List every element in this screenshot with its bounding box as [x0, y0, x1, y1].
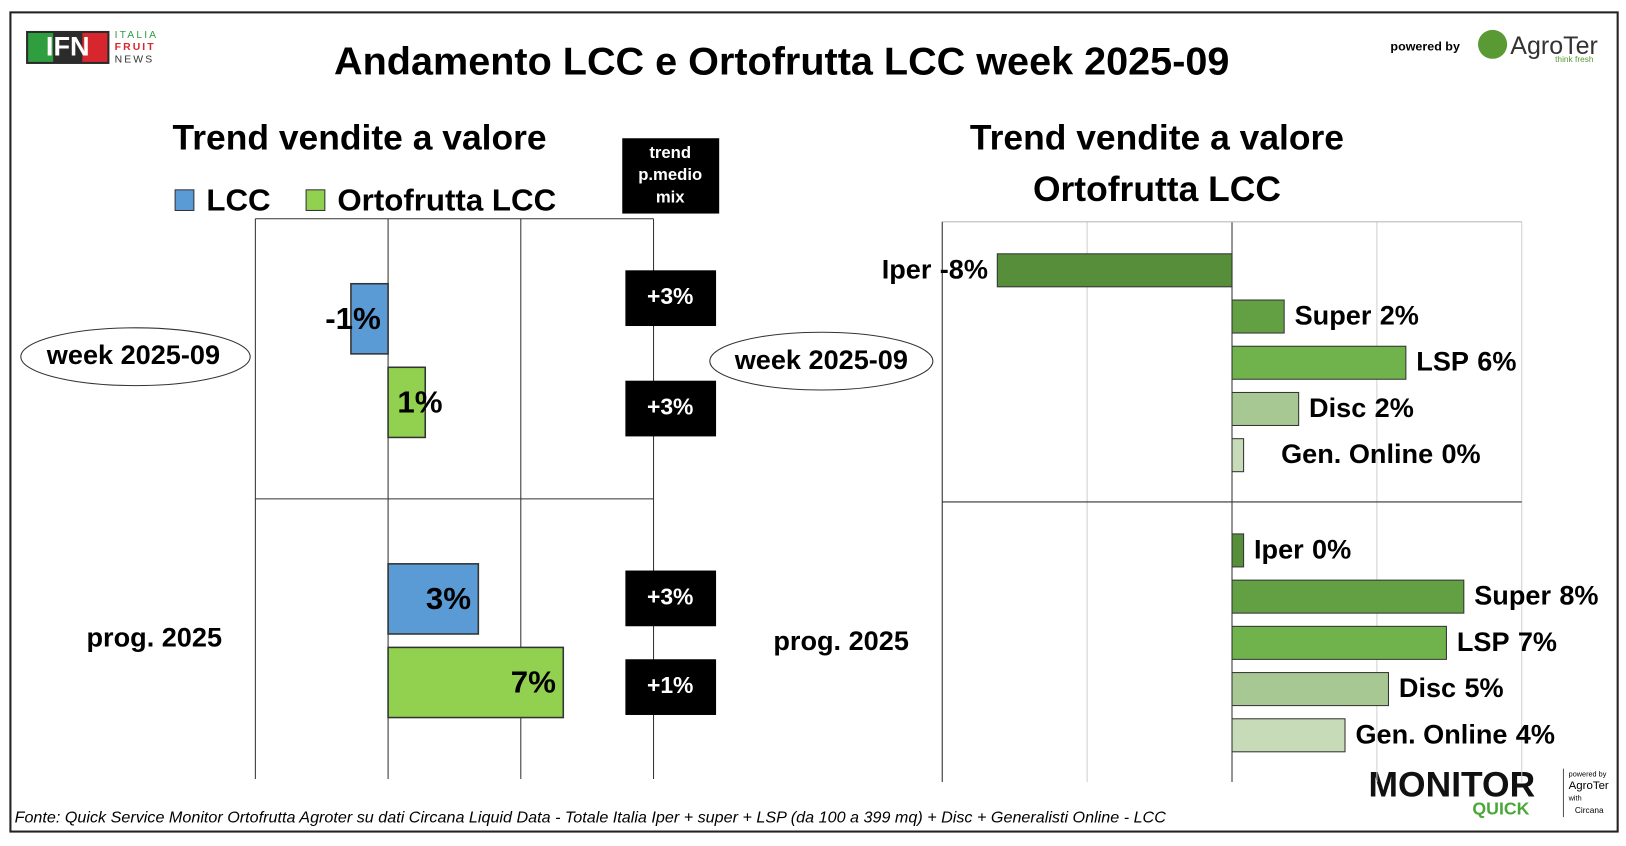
value-label: 5%	[1464, 673, 1503, 703]
bar	[1231, 579, 1465, 614]
logo-with: with	[1568, 793, 1582, 802]
trend-header: trend	[649, 143, 691, 162]
logo-name: MONITOR	[1369, 766, 1536, 805]
category-label: Gen. Online	[1281, 439, 1433, 469]
value-label: 4%	[1516, 720, 1555, 750]
trend-box	[625, 570, 717, 627]
logo-green	[28, 33, 54, 62]
bar	[1231, 345, 1407, 380]
trend-box	[625, 380, 717, 437]
frame	[9, 11, 1619, 833]
chart-title: Trend vendite a valore	[970, 119, 1344, 158]
bar-label: Disc 5%	[1399, 673, 1504, 703]
category-label: prog. 2025	[87, 623, 223, 653]
bar-label: Super 8%	[1474, 581, 1598, 611]
group-label: prog. 2025	[773, 626, 909, 656]
trend-box	[625, 659, 717, 715]
trend-header-box	[622, 138, 720, 214]
logo-icon	[1477, 29, 1508, 59]
ifn-logo: IFN ITALIA FRUIT NEWS	[26, 30, 159, 66]
bar	[1231, 718, 1346, 753]
bar	[1231, 672, 1390, 707]
trend-label: +3%	[647, 394, 694, 420]
category-label: Super	[1474, 581, 1551, 611]
category-label: Disc	[1399, 673, 1456, 703]
bar-label: Disc 2%	[1309, 393, 1414, 423]
powered-by: powered by	[1390, 40, 1460, 54]
logo-name: IFN	[46, 32, 90, 62]
value-label: 8%	[1559, 581, 1598, 611]
value-label: -1%	[325, 301, 381, 336]
bar-label: Iper 0%	[1254, 535, 1351, 565]
bar	[387, 366, 427, 439]
main-title: Andamento LCC e Ortofrutta LCC week 2025…	[334, 39, 1229, 83]
legend-swatch	[174, 189, 195, 211]
trend-label: +3%	[647, 283, 694, 309]
bar-label: Gen. Online 4%	[1355, 720, 1555, 750]
logo-brand: AgroTer	[1569, 780, 1609, 792]
legend-swatch	[305, 189, 326, 211]
trend-header: mix	[656, 188, 685, 207]
category-label: week 2025-09	[46, 340, 220, 370]
agroter-logo: powered by AgroTer think fresh	[1390, 29, 1598, 64]
trend-label: +1%	[647, 672, 694, 698]
logo-sub: QUICK	[1472, 799, 1529, 819]
value-label: 1%	[397, 385, 442, 420]
bar	[1231, 533, 1245, 568]
trend-header: p.medio	[638, 165, 702, 184]
bar	[387, 646, 565, 719]
value-label: 6%	[1477, 347, 1516, 377]
logo-red	[82, 33, 108, 62]
bar	[1231, 438, 1245, 473]
logo-powered: powered by	[1569, 770, 1607, 779]
bar	[1231, 391, 1300, 426]
category-label: Super	[1295, 301, 1372, 331]
category-oval	[709, 331, 934, 391]
logo-line: FRUIT	[115, 42, 156, 53]
value-label: -8%	[940, 255, 988, 285]
logo-name: AgroTer	[1510, 32, 1598, 60]
value-label: 7%	[511, 665, 556, 700]
group-label: week 2025-09	[734, 345, 908, 375]
bar	[996, 253, 1233, 288]
category-label: LSP	[1457, 627, 1510, 657]
value-label: 3%	[426, 581, 471, 616]
category-label: LSP	[1416, 347, 1469, 377]
chart-title: Ortofrutta LCC	[1033, 170, 1281, 209]
chart-title: Trend vendite a valore	[173, 119, 547, 158]
logo-line: ITALIA	[115, 30, 159, 41]
monitor-logo: MONITOR QUICK powered by AgroTer with Ci…	[1369, 766, 1609, 819]
value-label: 0%	[1312, 535, 1351, 565]
logo-line: NEWS	[115, 55, 155, 66]
legend-label: LCC	[206, 183, 270, 218]
category-label: Gen. Online	[1355, 720, 1507, 750]
trend-label: +3%	[647, 583, 694, 609]
logo-partner: Circana	[1575, 805, 1604, 815]
value-label: 0%	[1441, 439, 1480, 469]
category-oval	[20, 327, 251, 387]
bar	[387, 563, 480, 635]
source-note: Fonte: Quick Service Monitor Ortofrutta …	[15, 808, 1167, 826]
bar-label: Gen. Online 0%	[1281, 439, 1481, 469]
value-label: 2%	[1375, 393, 1414, 423]
bar	[350, 282, 389, 355]
bar-label: LSP 7%	[1457, 627, 1557, 657]
category-label: Disc	[1309, 393, 1366, 423]
bar-label: Super 2%	[1295, 301, 1419, 331]
trend-box	[625, 270, 717, 327]
bar-label: LSP 6%	[1416, 347, 1516, 377]
value-label: 2%	[1380, 301, 1419, 331]
category-label: Iper	[882, 255, 932, 285]
category-label: Iper	[1254, 535, 1304, 565]
bar-label: Iper -8%	[882, 255, 988, 285]
bar	[1231, 299, 1285, 334]
bar	[1231, 625, 1447, 660]
legend-label: Ortofrutta LCC	[337, 183, 556, 218]
logo-tagline: think fresh	[1555, 54, 1594, 64]
value-label: 7%	[1518, 627, 1557, 657]
